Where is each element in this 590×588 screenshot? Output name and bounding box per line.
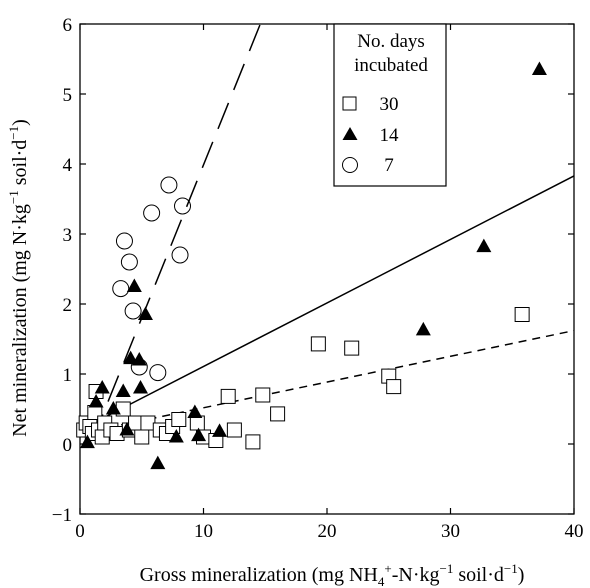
point-7d xyxy=(171,246,189,264)
legend: No. days incubated 30 14 7 xyxy=(333,23,447,187)
data-points xyxy=(76,61,547,470)
point-7d xyxy=(149,364,167,382)
point-30d xyxy=(226,422,242,438)
point-30d xyxy=(134,429,150,445)
y-tick-label: 5 xyxy=(63,85,73,106)
legend-title-line1: No. days xyxy=(357,31,425,52)
fit-line-14d xyxy=(79,175,575,431)
point-30d xyxy=(189,415,205,431)
x-tick-label: 0 xyxy=(75,521,85,542)
fit-lines xyxy=(79,23,575,441)
x-axis-label: Gross mineralization (mg NH4+-N·kg−1 soi… xyxy=(140,561,525,588)
x-tick-label: 10 xyxy=(194,521,213,542)
y-tick-label: 3 xyxy=(63,225,73,246)
y-tick-label: 0 xyxy=(63,435,73,456)
legend-marker-30 xyxy=(342,96,357,111)
legend-label-14: 14 xyxy=(380,125,400,146)
x-tick-label: 40 xyxy=(565,521,584,542)
point-30d xyxy=(171,412,187,427)
point-30d xyxy=(220,388,236,404)
legend-marker-7 xyxy=(342,157,358,173)
point-14d xyxy=(415,321,431,336)
point-7d xyxy=(120,253,138,271)
point-30d xyxy=(255,387,271,403)
point-14d xyxy=(88,394,104,408)
axes xyxy=(79,23,575,515)
point-7d xyxy=(115,232,133,250)
x-tick-label: 20 xyxy=(318,521,337,542)
legend-marker-14 xyxy=(342,127,358,140)
point-14d xyxy=(119,422,135,436)
point-14d xyxy=(150,455,166,470)
point-7d xyxy=(143,204,161,222)
plot-frame xyxy=(79,23,575,515)
point-7d xyxy=(112,280,130,298)
legend-title-line2: incubated xyxy=(354,55,428,76)
point-14d xyxy=(115,383,131,397)
point-14d xyxy=(212,423,228,437)
legend-label-30: 30 xyxy=(380,94,399,115)
point-14d xyxy=(168,429,184,443)
y-tick-label: 1 xyxy=(63,365,73,386)
fit-line-30d xyxy=(79,329,575,435)
legend-label-7: 7 xyxy=(384,155,394,176)
point-30d xyxy=(270,406,286,422)
x-tick-label: 30 xyxy=(441,521,460,542)
point-30d xyxy=(344,340,360,356)
point-30d xyxy=(245,434,261,450)
y-tick-label: −1 xyxy=(52,505,72,526)
point-14d xyxy=(105,401,121,415)
y-axis-label: Net mineralization (mg N·kg−1 soil·d−1) xyxy=(6,119,31,437)
point-14d xyxy=(79,434,95,449)
point-7d xyxy=(160,176,178,194)
point-30d xyxy=(310,336,326,352)
point-14d xyxy=(126,278,142,292)
point-14d xyxy=(133,380,149,394)
fit-line-7d xyxy=(91,23,262,441)
point-30d xyxy=(514,307,530,322)
point-14d xyxy=(137,306,153,320)
y-tick-label: 4 xyxy=(63,155,73,176)
point-30d xyxy=(386,379,402,395)
point-14d xyxy=(476,238,492,253)
point-14d xyxy=(94,380,110,394)
point-7d xyxy=(130,358,148,376)
point-14d xyxy=(187,404,203,418)
point-14d xyxy=(531,61,547,75)
point-14d xyxy=(191,427,207,442)
point-7d xyxy=(124,302,142,320)
y-tick-label: 6 xyxy=(63,15,73,36)
y-tick-label: 2 xyxy=(63,295,73,316)
point-7d xyxy=(174,197,192,215)
